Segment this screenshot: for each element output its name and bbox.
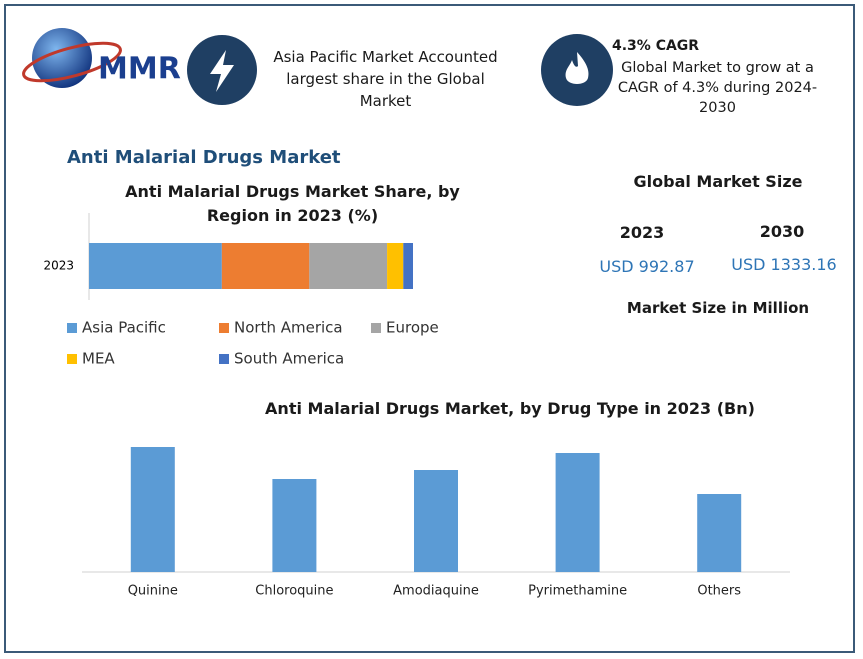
bar-segment bbox=[403, 243, 413, 289]
legend-swatch bbox=[67, 354, 77, 364]
logo-ring bbox=[22, 41, 122, 83]
year: 2030 bbox=[759, 222, 805, 241]
bar bbox=[414, 470, 458, 572]
chart-title: Anti Malarial Drugs Market Share, by Reg… bbox=[125, 182, 460, 225]
legend-label: North America bbox=[234, 319, 343, 337]
market-value: USD 992.87 bbox=[599, 257, 695, 276]
legend-label: South America bbox=[234, 350, 344, 368]
legend-swatch bbox=[371, 323, 381, 333]
region-chart: 2023 Asia Pacific North America Europe MEA So… bbox=[43, 213, 439, 368]
bar bbox=[272, 479, 317, 572]
bar-segment bbox=[309, 243, 388, 289]
market-size-note: Market Size in Million bbox=[626, 299, 810, 317]
bar-segment bbox=[387, 243, 404, 289]
bar bbox=[555, 453, 600, 572]
bar-segment bbox=[221, 243, 310, 289]
highlight-text: Asia Pacific Market Accounted largest sh… bbox=[273, 48, 498, 110]
legend-swatch bbox=[219, 354, 229, 364]
logo-globe bbox=[32, 28, 92, 88]
legend-label: Asia Pacific bbox=[82, 319, 166, 337]
x-tick-label: Chloroquine bbox=[255, 584, 333, 599]
bar bbox=[697, 494, 742, 572]
bar-segment bbox=[89, 243, 222, 289]
y-tick-label: 2023 bbox=[43, 259, 74, 273]
logo-text: MMR bbox=[98, 52, 181, 87]
x-tick-label: Pyrimethamine bbox=[528, 584, 627, 599]
bar bbox=[130, 447, 175, 572]
legend-label: MEA bbox=[82, 350, 115, 368]
chart-title: Anti Malarial Drugs Market, by Drug Type… bbox=[265, 399, 755, 418]
section-title: Anti Malarial Drugs Market bbox=[67, 147, 341, 168]
legend-swatch bbox=[67, 323, 77, 333]
flame-icon bbox=[565, 52, 589, 84]
x-tick-label: Others bbox=[697, 584, 741, 599]
frame bbox=[4, 4, 855, 653]
highlight-title: 4.3% CAGR bbox=[612, 38, 700, 54]
bolt-icon bbox=[210, 50, 234, 92]
x-tick-label: Amodiaquine bbox=[393, 584, 479, 599]
market-size-title: Global Market Size bbox=[633, 172, 803, 191]
x-tick-label: Quinine bbox=[128, 584, 178, 599]
legend-label: Europe bbox=[386, 319, 439, 337]
highlight-text: Global Market to grow at a CAGR of 4.3% … bbox=[617, 60, 818, 116]
year: 2023 bbox=[619, 223, 665, 242]
drug-chart: Quinine Chloroquine Amodiaquine Pyrimethami… bbox=[82, 447, 790, 599]
legend-swatch bbox=[219, 323, 229, 333]
market-value: USD 1333.16 bbox=[731, 255, 837, 274]
